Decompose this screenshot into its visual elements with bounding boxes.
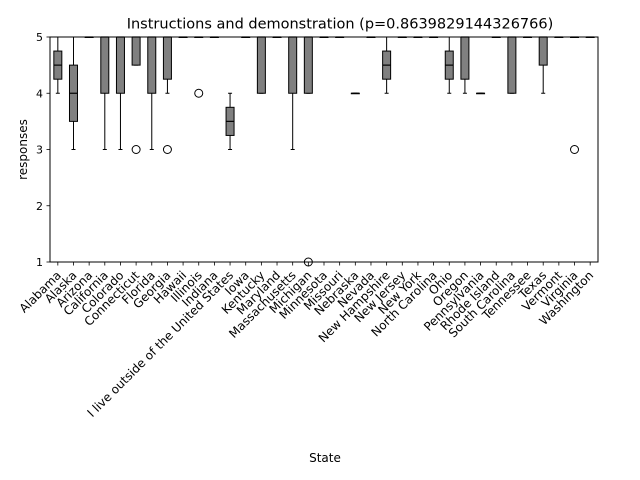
box	[256, 36, 266, 94]
box	[507, 36, 517, 94]
box	[131, 36, 141, 66]
y-tick-label: 3	[36, 144, 43, 157]
box	[460, 36, 470, 80]
y-tick-label: 1	[36, 256, 43, 269]
box	[100, 36, 110, 94]
chart-title: Instructions and demonstration (p=0.8639…	[127, 17, 554, 33]
x-axis-label: State	[309, 451, 341, 465]
outlier-point	[162, 145, 172, 154]
box	[288, 36, 298, 94]
outlier-point	[194, 88, 204, 98]
y-axis: 1 2 3 4 5	[36, 31, 50, 269]
y-axis-label: responses	[16, 119, 30, 180]
outlier-point	[131, 145, 141, 154]
y-tick-label: 5	[36, 31, 43, 44]
y-tick-label: 4	[36, 87, 43, 100]
box	[538, 36, 548, 66]
box	[303, 36, 313, 94]
y-tick-label: 2	[36, 200, 43, 213]
box	[147, 36, 157, 94]
box	[115, 36, 125, 94]
outlier-point	[570, 145, 580, 154]
box	[162, 36, 172, 80]
